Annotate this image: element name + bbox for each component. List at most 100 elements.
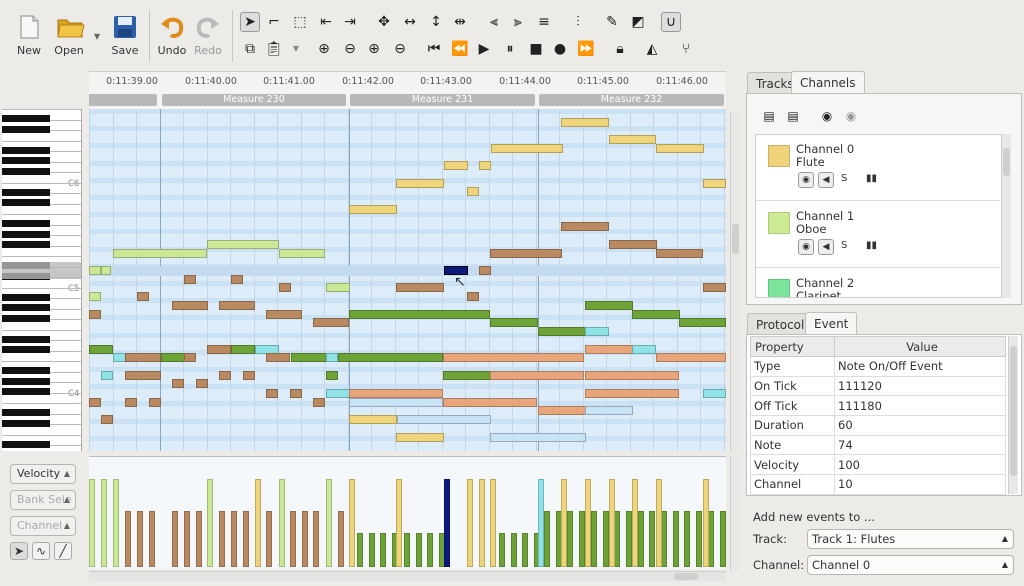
- select-left-icon[interactable]: ⇤: [320, 14, 332, 30]
- midi-note[interactable]: [490, 249, 562, 258]
- velocity-bar[interactable]: [609, 479, 615, 567]
- speaker-icon[interactable]: ◀: [818, 172, 834, 188]
- record-icon[interactable]: ●: [553, 41, 567, 57]
- velocity-bar[interactable]: [113, 479, 119, 567]
- white-key[interactable]: [2, 403, 81, 404]
- stop-icon[interactable]: ■: [529, 41, 543, 57]
- midi-note[interactable]: [184, 275, 196, 284]
- midi-note[interactable]: [161, 353, 185, 362]
- midi-note[interactable]: [89, 345, 113, 354]
- velocity-bar[interactable]: [499, 533, 505, 567]
- midi-note[interactable]: [585, 389, 679, 398]
- midi-note[interactable]: [490, 433, 586, 442]
- velocity-bar[interactable]: [196, 511, 202, 567]
- quantize-icon[interactable]: ⫶: [576, 14, 580, 30]
- move-vertical-icon[interactable]: ↕: [430, 14, 442, 30]
- midi-note[interactable]: [266, 389, 278, 398]
- midi-note[interactable]: [207, 345, 231, 354]
- midi-note[interactable]: [396, 283, 444, 292]
- white-key[interactable]: [2, 329, 81, 331]
- instrument-icon[interactable]: ▮▮: [866, 173, 878, 184]
- velocity-bar[interactable]: [544, 511, 550, 567]
- move-horizontal-icon[interactable]: ↔: [404, 14, 416, 30]
- horizontal-scrollbar[interactable]: [89, 571, 726, 581]
- black-key[interactable]: [2, 440, 50, 448]
- black-key[interactable]: [2, 377, 50, 385]
- velocity-bar[interactable]: [357, 533, 363, 567]
- zoom-in-horizontal-icon[interactable]: ⊕: [368, 41, 380, 57]
- velocity-bar[interactable]: [719, 511, 726, 567]
- midi-note[interactable]: [467, 187, 479, 196]
- white-key[interactable]: [2, 434, 81, 436]
- midi-note[interactable]: [196, 379, 208, 388]
- velocity-bar[interactable]: [444, 479, 450, 567]
- velocity-bar[interactable]: [538, 479, 544, 567]
- midi-note[interactable]: [479, 161, 491, 170]
- velocity-vertical-scrollbar[interactable]: [730, 456, 740, 571]
- tab-event[interactable]: Event: [805, 312, 858, 335]
- midi-note[interactable]: [326, 371, 338, 380]
- black-key[interactable]: [2, 188, 50, 196]
- midi-note[interactable]: [609, 240, 657, 249]
- midi-note[interactable]: [349, 310, 490, 319]
- white-key[interactable]: [2, 140, 81, 142]
- velocity-bar[interactable]: [415, 533, 422, 567]
- midi-note[interactable]: [349, 205, 397, 214]
- midi-note[interactable]: [656, 144, 704, 153]
- channel-combo[interactable]: Channel ▲: [10, 516, 76, 536]
- midi-note[interactable]: [609, 135, 656, 144]
- midi-note[interactable]: [585, 327, 609, 336]
- midi-note[interactable]: [266, 353, 290, 362]
- midi-note[interactable]: [326, 283, 350, 292]
- midi-note[interactable]: [443, 398, 537, 407]
- redo-button[interactable]: Redo: [185, 12, 231, 62]
- midi-note[interactable]: [585, 345, 633, 354]
- paste-dropdown-icon[interactable]: ▼: [292, 44, 300, 53]
- midi-note[interactable]: [490, 371, 584, 380]
- midi-note[interactable]: [679, 318, 726, 327]
- channel-show-icon[interactable]: ◉: [821, 109, 833, 123]
- midi-note[interactable]: [279, 283, 291, 292]
- midi-note[interactable]: [101, 266, 111, 275]
- midi-note[interactable]: [338, 353, 443, 362]
- midi-note[interactable]: [349, 398, 443, 407]
- equalize-icon[interactable]: ≡: [538, 14, 550, 30]
- align-left-icon[interactable]: ⫷: [490, 14, 498, 30]
- instrument-icon[interactable]: ▮▮: [866, 240, 878, 251]
- midi-note[interactable]: [172, 301, 208, 310]
- channel-item-0[interactable]: Channel 0 Flute ◉ ◀ S ▮▮: [756, 135, 1000, 201]
- midi-note[interactable]: [313, 318, 349, 327]
- velocity-bar[interactable]: [279, 479, 285, 567]
- black-key[interactable]: [2, 199, 50, 206]
- velocity-line-tool[interactable]: ╱: [54, 542, 72, 560]
- black-key[interactable]: [2, 157, 50, 164]
- midi-note[interactable]: [172, 379, 184, 388]
- table-row[interactable]: Duration 60: [750, 415, 1006, 436]
- velocity-bar[interactable]: [602, 511, 609, 567]
- velocity-bar[interactable]: [567, 511, 574, 567]
- midi-note[interactable]: [279, 249, 325, 258]
- open-button[interactable]: Open: [46, 12, 92, 62]
- channel-item-2[interactable]: Channel 2 Clarinet: [756, 269, 1000, 297]
- eraser-icon[interactable]: ◩: [631, 14, 645, 30]
- solo-button[interactable]: S: [841, 240, 848, 251]
- midi-note[interactable]: [184, 353, 196, 362]
- velocity-bar[interactable]: [590, 511, 597, 567]
- paste-icon[interactable]: 📋︎: [265, 41, 283, 57]
- velocity-bar[interactable]: [368, 533, 375, 567]
- velocity-bar[interactable]: [403, 533, 410, 567]
- black-key[interactable]: [2, 220, 50, 227]
- velocity-bar[interactable]: [302, 511, 308, 567]
- velocity-bar[interactable]: [632, 479, 638, 567]
- velocity-bar[interactable]: [637, 511, 644, 567]
- velocity-bar[interactable]: [579, 511, 586, 567]
- velocity-bar[interactable]: [396, 479, 402, 567]
- black-key[interactable]: [2, 293, 50, 301]
- midi-note[interactable]: [585, 371, 679, 380]
- channel-remove-icon[interactable]: ▤: [787, 109, 799, 123]
- midi-note[interactable]: [137, 292, 149, 301]
- midi-note[interactable]: [219, 301, 255, 310]
- velocity-bar[interactable]: [101, 479, 107, 567]
- midi-note[interactable]: [656, 249, 703, 258]
- white-key[interactable]: [2, 214, 81, 215]
